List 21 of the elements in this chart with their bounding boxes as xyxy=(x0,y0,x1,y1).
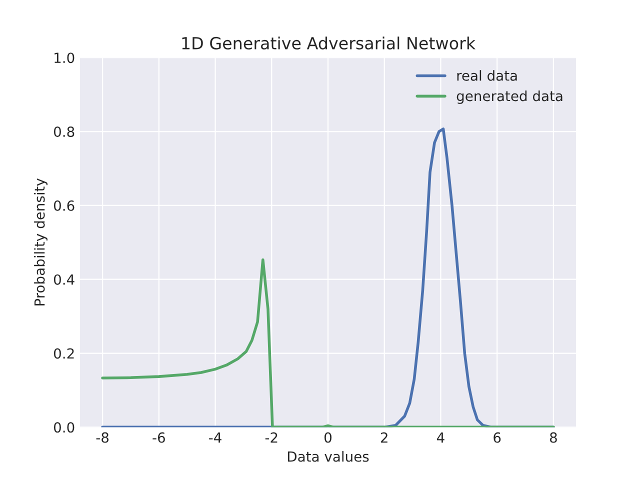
y-tick-label: 0.4 xyxy=(54,274,74,285)
legend-label: real data xyxy=(457,70,517,81)
chart-title: 1D Generative Adversarial Network xyxy=(182,36,476,50)
x-tick-label: -2 xyxy=(265,432,278,443)
x-tick-label: 8 xyxy=(550,432,557,443)
y-tick-label: 1.0 xyxy=(54,52,74,64)
legend-label: generated data xyxy=(456,90,562,104)
x-tick-label: 6 xyxy=(494,432,501,443)
x-tick-label: 0 xyxy=(324,432,332,443)
y-tick-label: 0.6 xyxy=(54,200,74,211)
x-tick-label: -4 xyxy=(209,432,222,443)
line-series xyxy=(101,258,555,428)
x-tick-label: -6 xyxy=(152,432,165,443)
x-tick-label: 4 xyxy=(436,432,444,443)
x-tick-label: -8 xyxy=(96,432,109,443)
x-axis-title: Data values xyxy=(288,451,369,462)
y-tick-label: 0.0 xyxy=(54,422,74,433)
x-tick-label: 2 xyxy=(380,432,388,443)
y-axis-title: Probability density xyxy=(34,178,48,306)
y-tick-label: 0.8 xyxy=(54,126,74,137)
y-tick-label: 0.2 xyxy=(54,348,74,359)
